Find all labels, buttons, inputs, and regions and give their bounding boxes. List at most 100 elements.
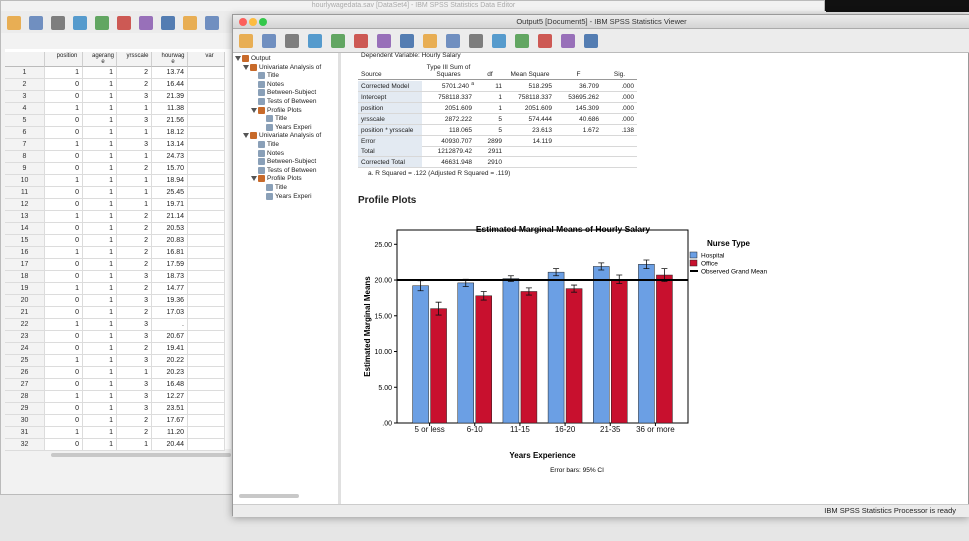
tree-item: Profile Plots: [267, 175, 302, 183]
status-bar: IBM SPSS Statistics Processor is ready: [233, 504, 969, 517]
data-cell: 0: [45, 79, 83, 91]
toolbar-icon[interactable]: [117, 16, 131, 30]
data-cell: 17.67: [152, 415, 188, 427]
toolbar-icon[interactable]: [285, 34, 299, 48]
toolbar-icon[interactable]: [377, 34, 391, 48]
data-cell: 1: [45, 67, 83, 79]
row-number: 29: [5, 403, 45, 415]
data-cell: 1: [83, 259, 117, 271]
row-number: 10: [5, 175, 45, 187]
toolbar-icon[interactable]: [29, 16, 43, 30]
data-cell: 1: [83, 355, 117, 367]
tree-toggle: [251, 176, 257, 182]
tree-toggle: [251, 73, 257, 78]
row-number: 26: [5, 367, 45, 379]
tree-item: Output: [251, 55, 271, 62]
data-cell: 0: [45, 403, 83, 415]
toolbar-icon[interactable]: [400, 34, 414, 48]
toolbar-icon[interactable]: [515, 34, 529, 48]
column-header: var: [188, 52, 225, 67]
toolbar-icon[interactable]: [423, 34, 437, 48]
toolbar-icon[interactable]: [95, 16, 109, 30]
row-number: 2: [5, 79, 45, 91]
data-cell: 1: [45, 427, 83, 439]
toolbar-icon[interactable]: [538, 34, 552, 48]
toolbar-icon[interactable]: [161, 16, 175, 30]
row-number: 28: [5, 391, 45, 403]
data-cell: 3: [117, 271, 152, 283]
data-cell: 2: [117, 427, 152, 439]
tree-toggle: [235, 56, 241, 61]
viewer-window: Output5 [Document5] - IBM SPSS Statistic…: [232, 14, 969, 517]
row-number: 18: [5, 271, 45, 283]
toolbar-icon[interactable]: [262, 34, 276, 48]
data-cell: 21.56: [152, 115, 188, 127]
data-cell: 1: [83, 319, 117, 331]
data-cell: 0: [45, 307, 83, 319]
toolbar-icon[interactable]: [183, 16, 197, 30]
data-cell: [188, 259, 225, 271]
data-cell: 1: [83, 151, 117, 163]
data-cell: 0: [45, 367, 83, 379]
data-cell: 21.39: [152, 91, 188, 103]
toolbar-icon[interactable]: [469, 34, 483, 48]
data-cell: [188, 187, 225, 199]
data-cell: 23.51: [152, 403, 188, 415]
tree-toggle: [251, 159, 257, 164]
tree-item: Tests of Between: [267, 166, 317, 174]
data-cell: 19.41: [152, 343, 188, 355]
toolbar-icon[interactable]: [51, 16, 65, 30]
data-cell: 3: [117, 91, 152, 103]
toolbar-icon[interactable]: [308, 34, 322, 48]
toolbar-icon[interactable]: [561, 34, 575, 48]
data-cell: 16.81: [152, 247, 188, 259]
data-cell: 17.59: [152, 259, 188, 271]
data-cell: 1: [83, 67, 117, 79]
toolbar-icon[interactable]: [139, 16, 153, 30]
data-cell: [188, 175, 225, 187]
data-cell: 3: [117, 355, 152, 367]
toolbar-icon[interactable]: [584, 34, 598, 48]
tree-icon: [258, 175, 265, 183]
tree-icon: [266, 184, 273, 191]
toolbar-icon[interactable]: [239, 34, 253, 48]
row-number: 3: [5, 91, 45, 103]
data-cell: 1: [117, 199, 152, 211]
minimize-button[interactable]: [249, 18, 257, 26]
data-cell: [188, 295, 225, 307]
data-cell: 1: [83, 175, 117, 187]
data-cell: 2: [117, 415, 152, 427]
data-cell: [188, 103, 225, 115]
zoom-button[interactable]: [259, 18, 267, 26]
data-cell: 18.94: [152, 175, 188, 187]
data-cell: 1: [117, 439, 152, 451]
data-cell: 1: [83, 271, 117, 283]
close-button[interactable]: [239, 18, 247, 26]
toolbar-icon[interactable]: [492, 34, 506, 48]
data-cell: 0: [45, 151, 83, 163]
toolbar-icon[interactable]: [205, 16, 219, 30]
toolbar-icon[interactable]: [446, 34, 460, 48]
data-cell: 1: [45, 103, 83, 115]
data-cell: 2: [117, 235, 152, 247]
data-cell: 12.27: [152, 391, 188, 403]
data-cell: 2: [117, 283, 152, 295]
data-cell: [188, 427, 225, 439]
toolbar-icon[interactable]: [354, 34, 368, 48]
data-cell: 1: [117, 175, 152, 187]
column-header: position: [45, 52, 83, 67]
data-cell: 1: [83, 439, 117, 451]
tree-item: Profile Plots: [267, 106, 302, 114]
data-cell: 1: [45, 391, 83, 403]
row-number: 17: [5, 259, 45, 271]
toolbar-icon[interactable]: [331, 34, 345, 48]
tree-item: Notes: [267, 80, 284, 88]
row-number: 23: [5, 331, 45, 343]
tree-icon: [266, 192, 273, 200]
toolbar-icon[interactable]: [73, 16, 87, 30]
row-number: 5: [5, 115, 45, 127]
data-cell: [188, 163, 225, 175]
toolbar-icon[interactable]: [7, 16, 21, 30]
data-cell: 3: [117, 139, 152, 151]
row-number: 16: [5, 247, 45, 259]
